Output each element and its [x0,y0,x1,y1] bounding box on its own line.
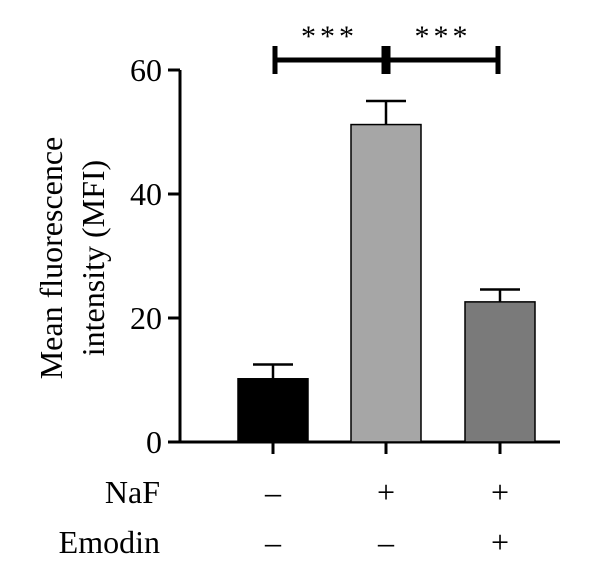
bar [464,301,536,443]
significance-label: *** [301,20,358,53]
y-axis-label: Mean fluorescence intensity (MFI) [33,137,111,380]
y-tick-label: 60 [130,52,162,88]
bar [237,378,309,443]
bars [237,123,536,443]
significance-brackets: *** *** [272,20,501,74]
treatment-cell: + [491,524,509,560]
treatment-row-label: NaF [105,474,160,510]
y-tick-label: 0 [146,424,162,460]
treatment-cell: – [264,474,282,510]
treatment-cell: + [377,474,395,510]
y-axis-label-line2: intensity (MFI) [75,160,111,356]
error-bars [253,99,520,379]
y-tick-label: 20 [130,300,162,336]
treatment-cell: – [264,524,282,560]
treatment-row-label: Emodin [59,524,160,560]
bar [350,123,422,443]
treatment-cell: – [377,524,395,560]
treatment-table: NaF – + + Emodin – – + [59,474,509,560]
treatment-cell: + [491,474,509,510]
significance-label: *** [415,20,472,53]
y-tick-label: 40 [130,176,162,212]
y-axis-label-line1: Mean fluorescence [33,137,69,380]
